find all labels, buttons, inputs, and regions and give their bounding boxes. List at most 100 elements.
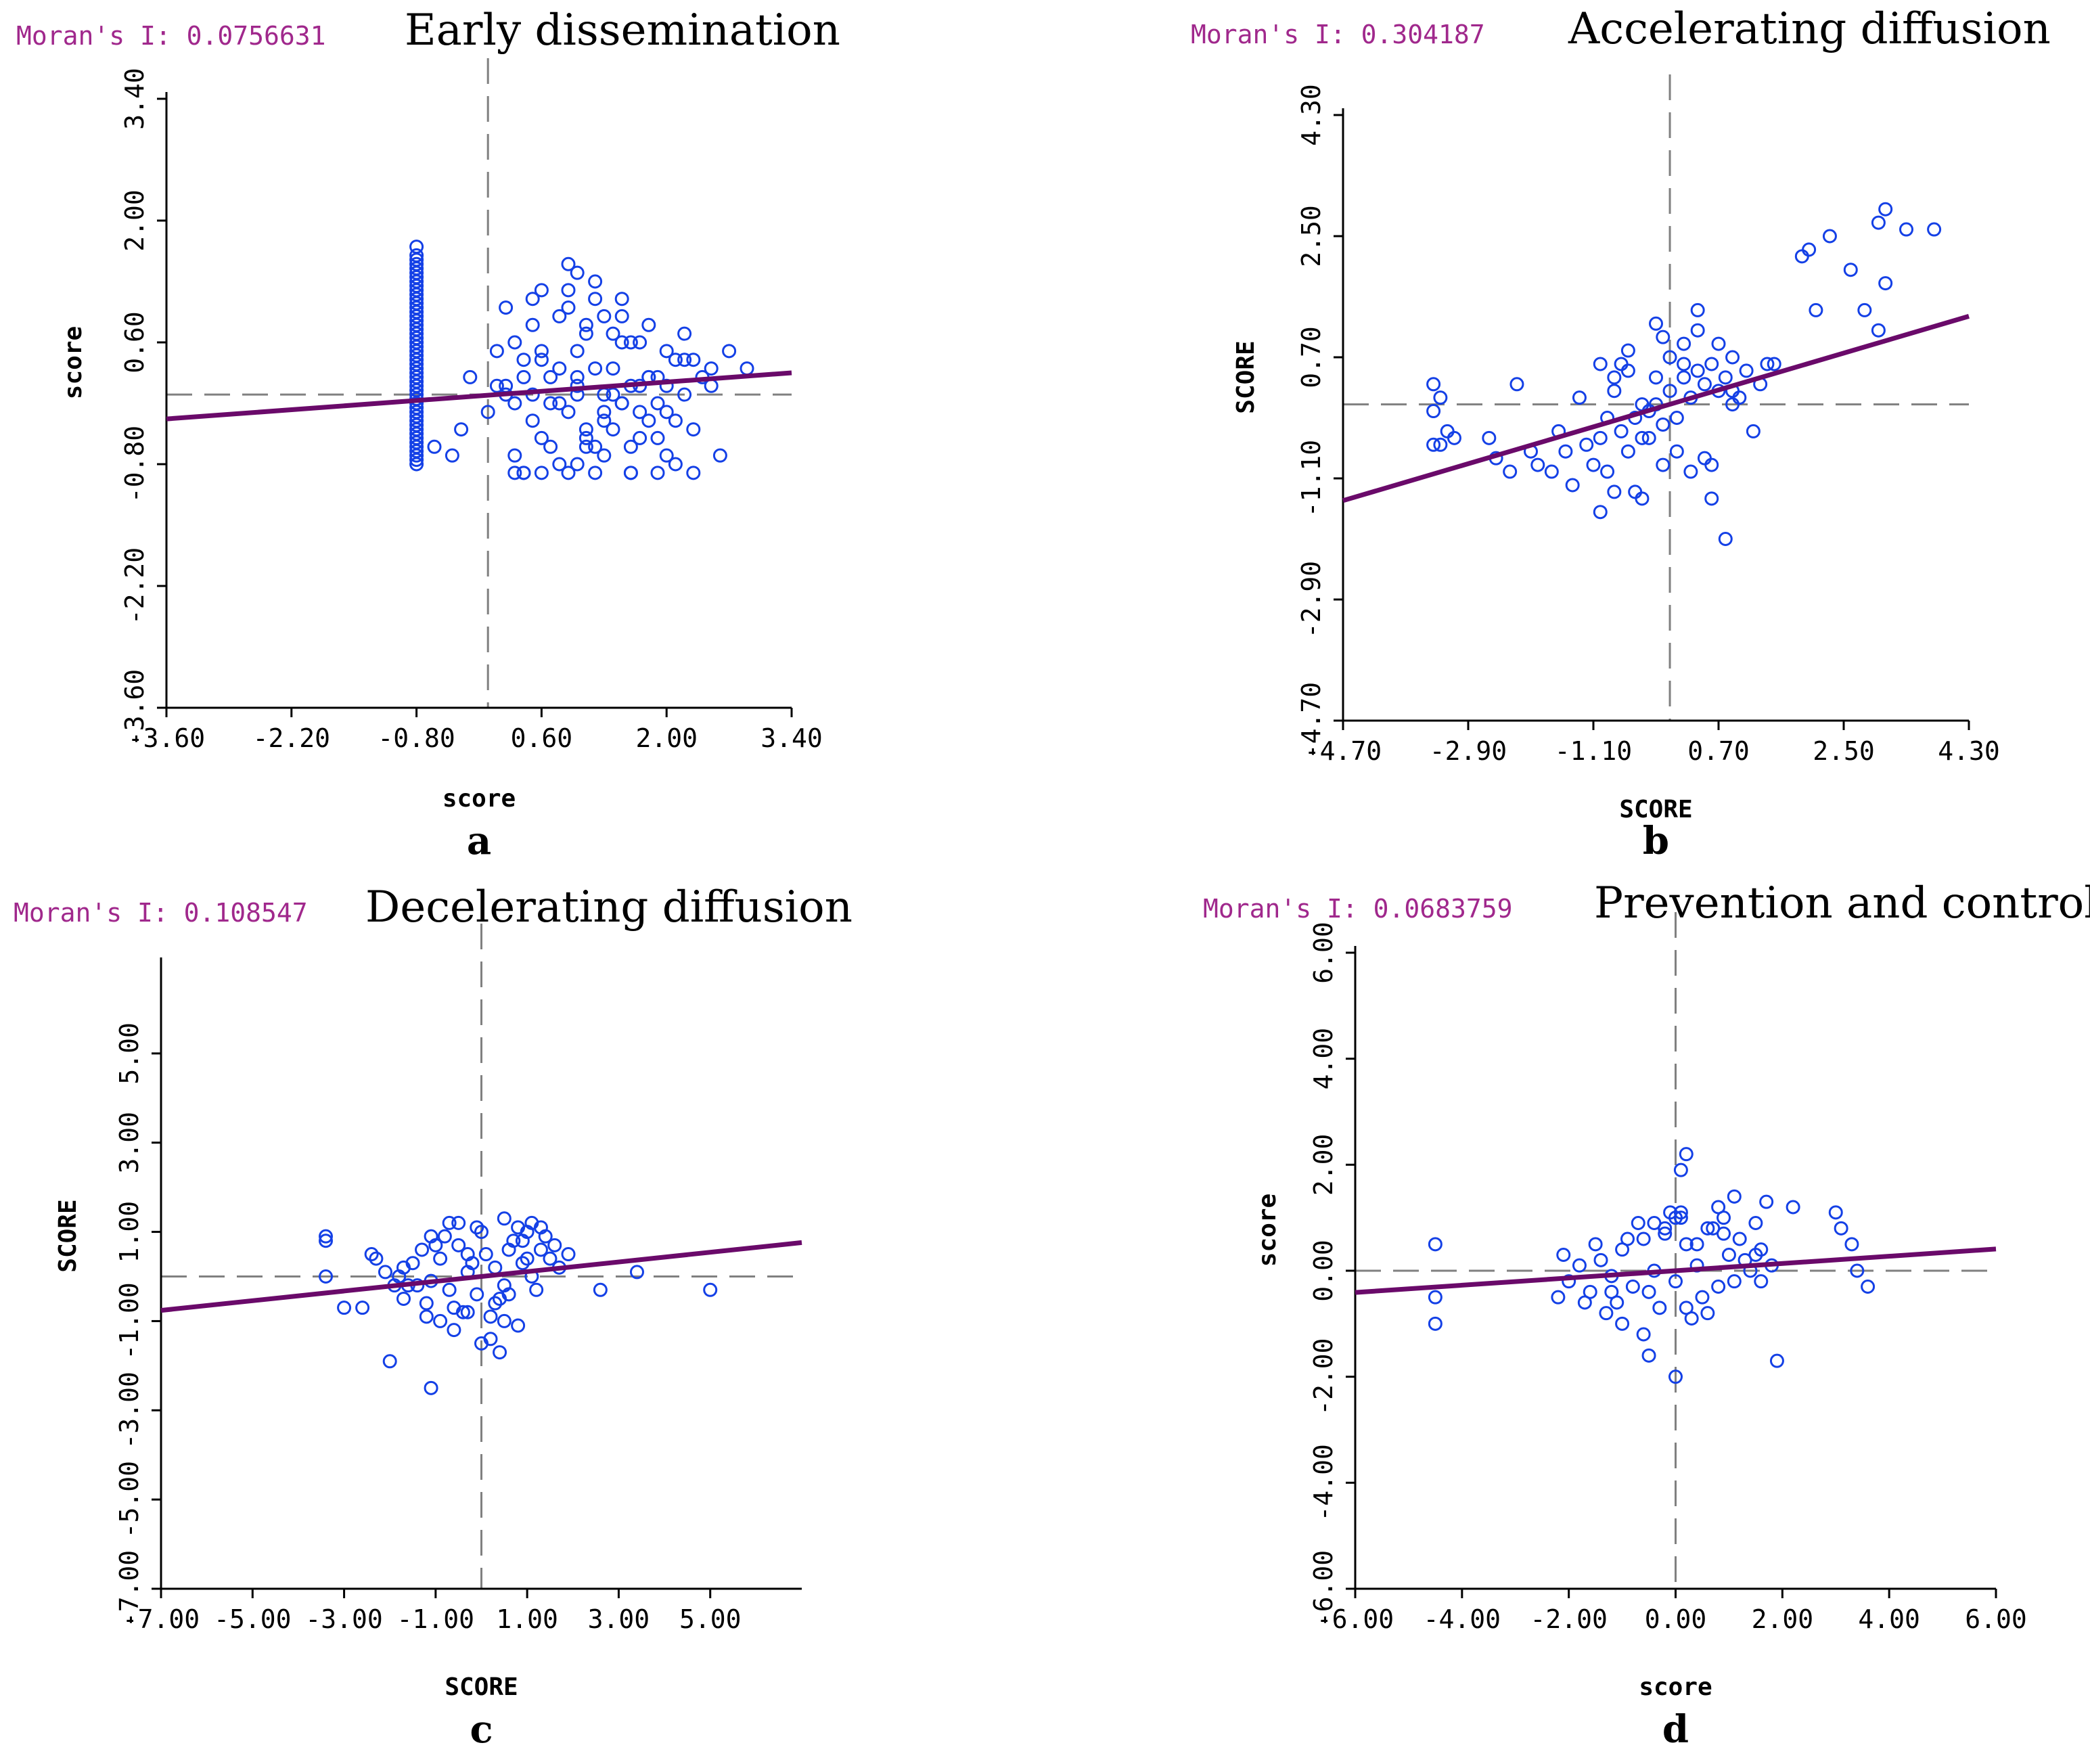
data-point	[686, 466, 701, 480]
x-tick-label: 2.50	[1813, 736, 1875, 766]
y-tick-label: -0.80	[120, 426, 150, 503]
data-point	[543, 369, 558, 384]
y-axis-label: score	[1254, 1194, 1281, 1267]
data-point	[1620, 363, 1635, 378]
data-point	[1649, 370, 1663, 385]
x-tick-label: 3.00	[588, 1604, 650, 1634]
x-tick-label: 2.00	[1752, 1604, 1814, 1634]
data-point	[1628, 484, 1643, 499]
data-point	[1593, 430, 1608, 445]
data-point	[1748, 1248, 1763, 1262]
data-point	[382, 1354, 397, 1369]
data-point	[525, 317, 540, 332]
chart-panel-c: Moran's I: 0.108547 Decelerating diffusio…	[14, 882, 853, 1752]
data-point	[1658, 1221, 1673, 1236]
panel-label: d	[1662, 1707, 1689, 1752]
data-point	[1721, 1248, 1736, 1262]
data-point	[629, 1265, 644, 1280]
x-tick-label: -4.70	[1304, 736, 1382, 766]
data-point	[364, 1247, 379, 1262]
data-point	[1620, 343, 1635, 358]
moran-i-label: Moran's I: 0.304187	[1191, 20, 1485, 49]
data-point	[606, 361, 620, 376]
data-point	[578, 439, 593, 454]
data-point	[1614, 357, 1629, 371]
panel-label: b	[1643, 819, 1669, 863]
data-point	[447, 1323, 461, 1338]
data-point	[552, 309, 567, 323]
y-tick-label: 2.00	[120, 189, 150, 252]
data-point	[516, 353, 531, 367]
data-point	[442, 1282, 457, 1297]
data-point	[1615, 1316, 1630, 1331]
data-point	[633, 335, 648, 350]
data-point	[507, 335, 522, 350]
data-point	[704, 361, 719, 376]
x-tick-label: 2.00	[635, 723, 698, 753]
y-tick-label: -4.70	[1296, 682, 1326, 759]
data-point	[534, 353, 549, 367]
data-point	[409, 248, 424, 263]
data-point	[614, 292, 629, 307]
regression-line	[166, 370, 792, 422]
data-point	[442, 1215, 457, 1230]
data-point	[588, 439, 603, 454]
data-point	[497, 1313, 512, 1328]
data-point	[578, 317, 593, 332]
data-point	[561, 256, 576, 271]
x-axis-label: score	[1639, 1673, 1712, 1701]
data-point	[534, 430, 549, 445]
data-point	[1718, 532, 1733, 546]
data-point	[369, 1251, 384, 1266]
data-point	[1739, 363, 1754, 378]
data-point	[1620, 1231, 1635, 1246]
data-point	[1717, 1211, 1731, 1225]
chart-panel-a: Moran's I: 0.0756631 Early dissemination -…	[16, 5, 840, 863]
data-point	[677, 353, 692, 367]
chart-title: Prevention and control	[1594, 878, 2090, 928]
data-point	[1767, 357, 1781, 371]
data-point	[1754, 1274, 1769, 1289]
data-point	[641, 413, 656, 428]
data-point	[516, 369, 531, 384]
data-point	[659, 344, 674, 359]
data-point	[659, 448, 674, 463]
data-point	[1588, 1237, 1603, 1252]
x-tick-label: 0.00	[1645, 1604, 1707, 1634]
data-point	[1871, 323, 1886, 338]
data-point	[1711, 336, 1726, 351]
data-point	[1604, 1284, 1619, 1299]
data-point	[570, 344, 585, 359]
data-point	[578, 422, 593, 437]
data-point	[319, 1269, 334, 1284]
data-point	[355, 1301, 370, 1315]
data-point	[1530, 457, 1545, 472]
data-point	[319, 1234, 334, 1248]
data-point	[1844, 1237, 1859, 1252]
x-axis-label: score	[442, 785, 516, 813]
data-point	[606, 326, 620, 341]
data-point	[1677, 357, 1691, 371]
data-point	[1428, 1290, 1442, 1305]
data-point	[1725, 350, 1740, 365]
data-point	[1809, 302, 1823, 317]
data-point	[1850, 1263, 1865, 1278]
data-point	[1656, 457, 1671, 472]
data-point	[534, 283, 549, 298]
data-point	[614, 335, 629, 350]
data-point	[1620, 444, 1635, 459]
data-point	[437, 1229, 452, 1244]
data-point	[1426, 437, 1441, 452]
data-point	[552, 361, 567, 376]
data-point	[319, 1229, 334, 1244]
data-point	[1732, 1231, 1747, 1246]
data-point	[415, 1242, 430, 1257]
data-point	[1727, 1189, 1742, 1204]
data-point	[597, 309, 612, 323]
chart-title: Accelerating diffusion	[1568, 4, 2051, 54]
y-tick-label: 5.00	[114, 1022, 144, 1085]
data-point	[1878, 276, 1893, 291]
data-point	[1593, 357, 1608, 371]
data-point	[507, 466, 522, 480]
moran-i-label: Moran's I: 0.108547	[14, 898, 308, 928]
